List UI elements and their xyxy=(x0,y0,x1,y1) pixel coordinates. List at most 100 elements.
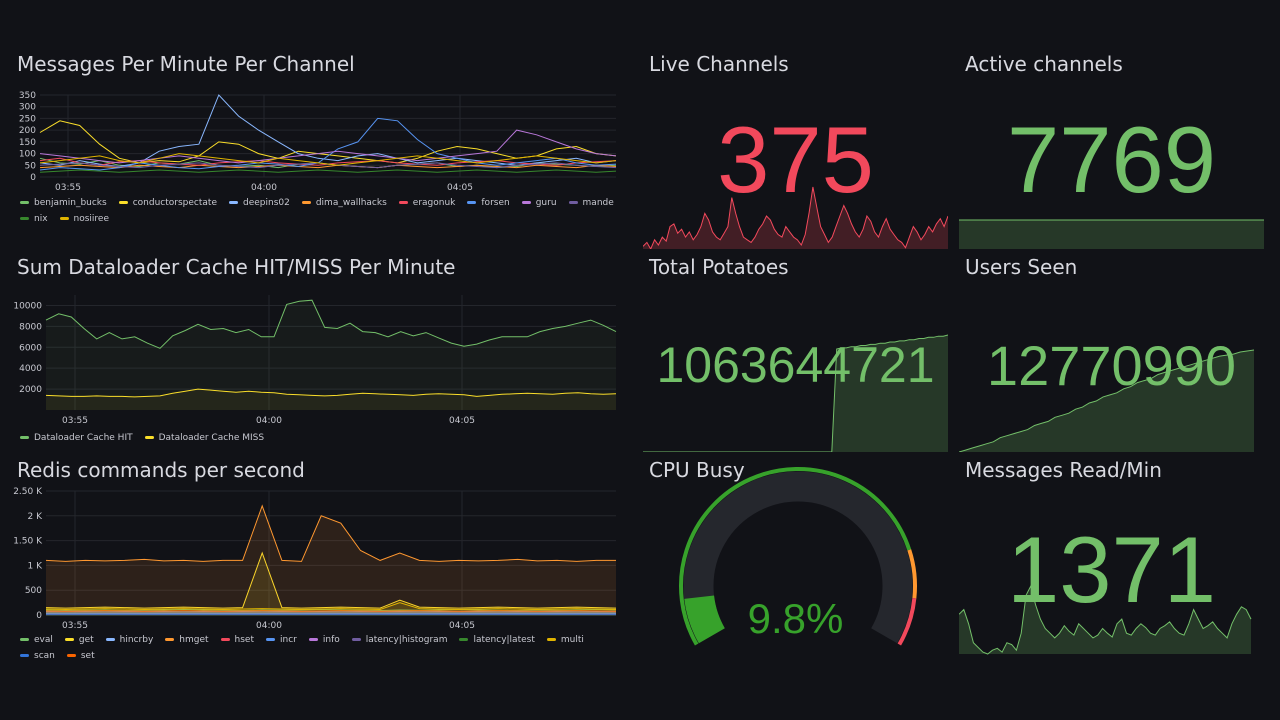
legend-label: deepins02 xyxy=(242,198,290,208)
legend-item[interactable]: latency|latest xyxy=(459,632,535,648)
legend-item[interactable]: hset xyxy=(220,632,254,648)
legend-item[interactable]: mande xyxy=(568,195,614,211)
users-seen-value: 12770990 xyxy=(986,334,1237,397)
panel-messages-read-min: Messages Read/Min 1371 xyxy=(959,458,1264,658)
y-tick-label: 0 xyxy=(30,173,36,183)
dataloader-chart[interactable]: 2000 4000 6000 8000 10000 03:55 04:00 04:05 xyxy=(0,255,640,450)
legend-item[interactable]: multi xyxy=(546,632,584,648)
y-tick-label: 1.50 K xyxy=(13,537,43,547)
legend-item[interactable]: eragonuk xyxy=(398,195,456,211)
sparkline-line xyxy=(643,334,948,452)
legend-label: mande xyxy=(582,198,614,208)
total-potatoes-sparkline xyxy=(643,334,948,452)
legend-swatch xyxy=(20,201,29,204)
y-tick-label: 50 xyxy=(25,161,37,171)
panel-users-seen: Users Seen 12770990 xyxy=(959,255,1264,452)
legend-item[interactable]: get xyxy=(64,632,94,648)
y-tick-label: 2 K xyxy=(28,512,44,522)
legend-item[interactable]: hincrby xyxy=(105,632,154,648)
legend-swatch xyxy=(568,201,578,204)
legend-item[interactable]: nix xyxy=(20,211,48,227)
sparkline-area xyxy=(643,187,948,249)
legend-item[interactable]: incr xyxy=(266,632,297,648)
series-line xyxy=(39,169,617,173)
panel-title: CPU Busy xyxy=(649,458,745,482)
legend-swatch xyxy=(20,436,29,439)
series-line xyxy=(39,164,617,169)
live-channels-sparkline xyxy=(643,186,948,249)
y-tick-label: 10000 xyxy=(13,301,42,311)
x-tick-label: 04:00 xyxy=(256,416,282,426)
x-tick-label: 04:05 xyxy=(449,621,475,631)
cpu-gauge xyxy=(679,467,917,646)
y-tick-label: 500 xyxy=(25,586,42,596)
legend-item[interactable]: dima_wallhacks xyxy=(301,195,387,211)
panel-title: Sum Dataloader Cache HIT/MISS Per Minute xyxy=(17,255,456,279)
legend-item[interactable]: forsen xyxy=(467,195,510,211)
legend-item[interactable]: set xyxy=(66,648,95,658)
legend-item[interactable]: nosiiree xyxy=(59,211,110,227)
legend-item[interactable]: latency|histogram xyxy=(351,632,447,648)
legend-item[interactable]: benjamin_bucks xyxy=(20,195,107,211)
panel-messages-per-minute: Messages Per Minute Per Channel 0 50 100 15… xyxy=(0,52,640,247)
series-line xyxy=(45,610,617,612)
series-line xyxy=(45,602,617,611)
sparkline-area xyxy=(959,586,1251,654)
messages-read-sparkline xyxy=(959,584,1252,655)
y-tick-label: 150 xyxy=(19,138,36,148)
legend-swatch xyxy=(118,201,128,204)
legend-item[interactable]: eval xyxy=(20,632,53,648)
y-tick-label: 350 xyxy=(19,91,36,101)
series-area xyxy=(46,505,616,615)
panel-live-channels: Live Channels 375 xyxy=(643,52,948,249)
x-tick-label: 04:00 xyxy=(256,621,282,631)
x-tick-label: 04:05 xyxy=(447,183,473,193)
sparkline-area xyxy=(959,350,1254,452)
legend: benjamin_bucks conductorspectate deepins02… xyxy=(20,195,630,227)
legend-item[interactable]: deepins02 xyxy=(228,195,290,211)
x-tick-label: 03:55 xyxy=(62,416,88,426)
legend-label: info xyxy=(322,635,340,645)
redis-chart[interactable]: 0 500 1 K 1.50 K 2 K 2.50 K 03:55 04:00 04:05 xyxy=(0,458,640,658)
y-tick-label: 1 K xyxy=(28,561,44,571)
series-area xyxy=(46,389,616,410)
sparkline-area xyxy=(959,220,1264,249)
legend-label: hincrby xyxy=(119,635,154,645)
legend-swatch xyxy=(228,201,238,204)
legend-item[interactable]: scan xyxy=(20,648,55,658)
legend-swatch xyxy=(144,436,154,439)
series-line xyxy=(39,129,617,164)
legend-label: nosiiree xyxy=(73,214,110,224)
legend-swatch xyxy=(165,638,175,641)
series-line xyxy=(39,153,617,166)
y-tick-label: 6000 xyxy=(19,343,42,353)
y-tick-label: 4000 xyxy=(19,364,42,374)
gauge-track xyxy=(683,471,913,644)
legend-item[interactable]: info xyxy=(308,632,340,648)
legend-swatch xyxy=(301,201,311,204)
y-tick-label: 0 xyxy=(36,611,42,621)
legend-label: get xyxy=(78,635,94,645)
legend-swatch xyxy=(20,217,29,220)
legend-item[interactable]: Dataloader Cache MISS xyxy=(144,430,264,446)
legend-label: guru xyxy=(535,198,557,208)
legend-swatch xyxy=(351,638,361,641)
legend-item[interactable]: conductorspectate xyxy=(118,195,217,211)
panel-title: Messages Per Minute Per Channel xyxy=(17,52,355,76)
series-area xyxy=(46,602,616,615)
legend-swatch xyxy=(64,638,74,641)
series-line xyxy=(39,117,617,171)
y-tick-label: 200 xyxy=(19,126,36,136)
legend-item[interactable]: Dataloader Cache HIT xyxy=(20,430,133,446)
panel-active-channels: Active channels 7769 xyxy=(959,52,1264,249)
y-tick-label: 100 xyxy=(19,150,36,160)
legend-item[interactable]: guru xyxy=(521,195,557,211)
legend-item[interactable]: hmget xyxy=(165,632,209,648)
active-channels-value: 7769 xyxy=(1006,107,1217,212)
legend-label: dima_wallhacks xyxy=(315,198,387,208)
panel-dataloader-cache: Sum Dataloader Cache HIT/MISS Per Minute… xyxy=(0,255,640,450)
legend-label: eragonuk xyxy=(412,198,456,208)
threshold-band-red xyxy=(897,597,917,646)
legend-swatch xyxy=(266,638,275,641)
